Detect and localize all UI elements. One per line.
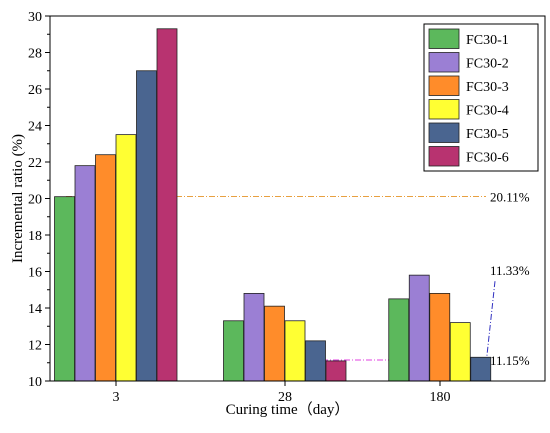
annotation-label: 11.33% [490,263,530,278]
x-tick-label: 28 [278,390,292,405]
x-axis-label: Curing time（day） [226,401,350,418]
bar-fc30-4-180 [449,322,471,382]
reference-line-label: 20.11% [490,189,530,204]
y-tick-label: 10 [28,375,42,390]
legend-swatch [428,146,460,167]
y-tick-label: 22 [28,156,42,171]
bar-fc30-3-3 [95,154,116,382]
legend: FC30-1 FC30-2 FC30-3 FC30-4 FC30-5 FC30-6 [423,23,539,172]
y-tick-label: 18 [28,229,42,244]
bar-fc30-1-3 [54,196,75,382]
bar-fc30-1-28 [223,320,244,382]
legend-swatch [428,75,460,96]
legend-entry: FC30-1 [466,33,509,48]
y-axis: 10 12 14 16 18 20 22 24 26 28 30 [28,10,50,390]
x-tick-label: 3 [113,390,120,405]
y-tick-label: 20 [28,193,42,208]
bar-fc30-5-180 [470,356,492,382]
y-tick-label: 30 [28,10,42,25]
legend-swatch [428,28,460,49]
y-tick-label: 14 [28,302,42,317]
bar-fc30-6-28 [325,360,347,382]
bar-fc30-5-3 [136,70,157,382]
legend-entry: FC30-5 [466,127,509,142]
bar-fc30-3-180 [429,292,451,382]
bar-fc30-2-28 [243,292,265,382]
bar-fc30-3-28 [264,305,285,382]
x-axis: 3 28 180 [113,381,451,405]
legend-entry: FC30-2 [466,57,509,72]
y-tick-label: 26 [28,83,42,98]
reference-line-label: 11.15% [490,353,530,368]
bars [54,28,492,382]
legend-entry: FC30-3 [466,80,509,95]
bar-fc30-4-28 [284,320,306,382]
bar-fc30-5-28 [305,340,326,382]
bar-fc30-2-3 [74,165,96,382]
bar-fc30-6-3 [156,28,178,382]
legend-entry: FC30-6 [466,151,509,166]
legend-swatch [428,122,460,143]
y-axis-label: Incremental ratio (%) [10,134,26,263]
legend-swatch [428,99,460,120]
bar-fc30-1-180 [388,298,410,382]
x-tick-label: 180 [430,390,451,405]
legend-entry: FC30-4 [466,104,509,119]
y-tick-label: 16 [28,266,42,281]
annotations: 11.33% [486,263,530,358]
legend-swatch [428,52,460,73]
y-tick-label: 24 [28,120,42,135]
bar-fc30-2-180 [408,274,430,382]
y-tick-label: 12 [28,339,42,354]
bar-fc30-4-3 [115,134,137,382]
annotation-line [486,281,496,358]
y-tick-label: 28 [28,47,42,62]
